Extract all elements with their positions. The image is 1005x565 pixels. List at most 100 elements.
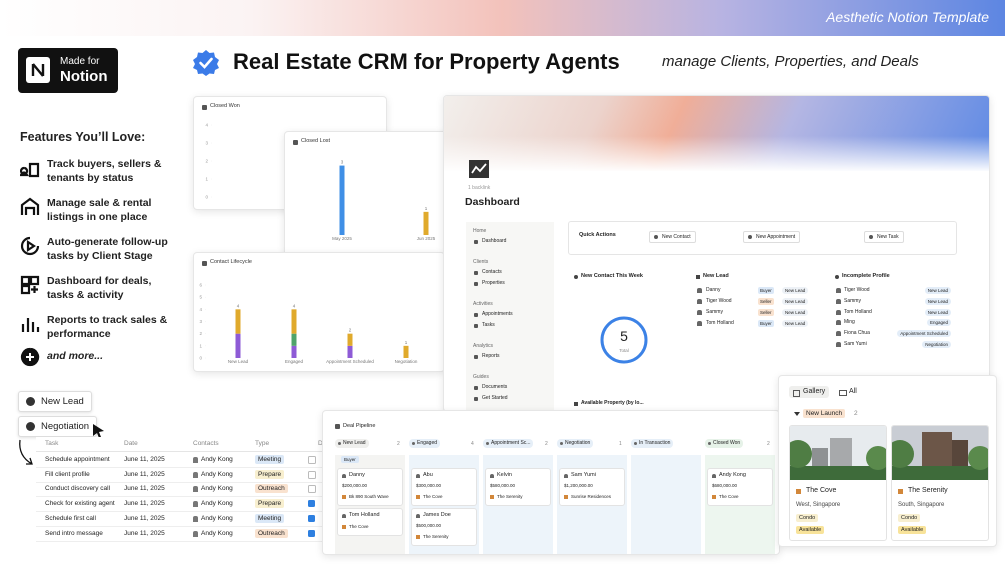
table-header: Type xyxy=(255,440,270,447)
bar-segment xyxy=(235,333,241,358)
page-subtitle: manage Clients, Properties, and Deals xyxy=(662,53,919,70)
person-icon xyxy=(712,474,716,478)
new-contact-unit: Total xyxy=(619,348,629,353)
task-date: June 11, 2025 xyxy=(124,485,165,493)
bar-segment xyxy=(291,345,297,358)
row-rule xyxy=(36,511,326,513)
filter-button[interactable]: New Lead xyxy=(18,391,92,412)
person-icon xyxy=(697,288,702,293)
checkbox-checked xyxy=(308,514,315,522)
deal-card: Danny $200,000.00 Bk 890 South Wave xyxy=(337,468,403,506)
lead-name: Tiger Wood xyxy=(706,298,732,304)
column-name: Appointment Sc... xyxy=(491,440,531,446)
value-label: 1 xyxy=(405,340,408,345)
chart-title: Closed Won xyxy=(210,103,240,109)
deal-card: Sam Yumi $1,200,000.00 Sunrise Residences xyxy=(559,468,625,506)
contact-icon xyxy=(193,530,198,537)
nav-icon xyxy=(474,270,478,275)
chart-card: Contact Lifecycle 0 1 2 3 4 5 6 New Lead 4 Engaged… xyxy=(193,252,445,372)
checkbox-checked xyxy=(308,500,315,508)
property-icon xyxy=(416,495,420,499)
lead-role: Buyer xyxy=(758,320,774,327)
column-header: New Lead xyxy=(335,439,369,448)
new-contact-count: 5 xyxy=(620,328,628,344)
nav-item: Reports xyxy=(482,353,500,359)
page-title: Real Estate CRM for Property Agents xyxy=(233,49,620,74)
person-icon xyxy=(697,321,702,326)
incomplete-status: New Lead xyxy=(924,297,951,305)
task-name: Conduct discovery call xyxy=(45,485,111,493)
nav-heading: Home xyxy=(473,228,487,234)
bar-segment xyxy=(347,333,353,346)
quick-action-button[interactable]: New Contact xyxy=(649,231,696,243)
quick-action-button[interactable]: New Appointment xyxy=(743,231,801,243)
incomplete-name: Sammy xyxy=(844,297,861,304)
incomplete-name: Tom Holland xyxy=(844,308,872,315)
group-tag: Buyer xyxy=(341,456,359,463)
value-label: 2 xyxy=(349,328,352,333)
quick-action-button[interactable]: New Task xyxy=(864,231,904,243)
value-label: 4 xyxy=(293,303,296,308)
lead-status: New Lead xyxy=(782,298,809,305)
table-header: Date xyxy=(124,440,138,447)
deal-price: $500,000.00 xyxy=(416,523,442,528)
arrow-line xyxy=(19,439,33,465)
filter-button[interactable]: Negotiation xyxy=(18,416,98,437)
contact-icon xyxy=(193,486,198,493)
person-icon xyxy=(836,288,841,293)
feature-glyph xyxy=(21,318,40,332)
deal-card: Tom Holland The Cove xyxy=(337,508,403,536)
deal-property: The Serenity xyxy=(497,494,523,499)
task-name: Schedule first call xyxy=(45,514,96,522)
deal-name: James Doe xyxy=(423,512,451,518)
table-header: Task xyxy=(45,440,59,447)
property-icon xyxy=(796,489,801,494)
feature-icon xyxy=(20,162,40,178)
nav-heading: Analytics xyxy=(473,343,494,349)
y-tick-label: 4 xyxy=(199,307,202,312)
x-tick-label: New Lead xyxy=(228,359,249,364)
bar-segment xyxy=(291,333,297,346)
x-tick-label: Appointment Scheduled xyxy=(326,359,374,364)
nav-icon xyxy=(474,354,478,359)
sidebar: Home Dashboard Clients Contacts Properties Ac… xyxy=(466,222,554,411)
tree xyxy=(892,440,914,468)
column-header: Appointment Sc... xyxy=(483,439,534,448)
task-name: Send intro message xyxy=(45,529,103,537)
feature-text: Manage sale & rental listings in one pla… xyxy=(47,197,152,223)
bar-segment xyxy=(347,345,353,358)
property-image xyxy=(790,426,886,480)
column-count: 4 xyxy=(471,441,474,447)
table-header: Contacts xyxy=(193,440,219,447)
property-type: Condo xyxy=(796,514,819,522)
task-type: Outreach xyxy=(255,484,288,494)
deal-pipeline: Deal Pipeline New Lead 2 Danny $200,000.00 Bk… xyxy=(322,410,780,555)
nav-icon xyxy=(474,385,478,390)
ring-track xyxy=(600,316,648,364)
row-rule xyxy=(36,496,326,498)
nav-icon xyxy=(474,281,478,286)
section-icon xyxy=(835,275,839,279)
chart: May 2025 3 Jun 2025 1 xyxy=(332,160,436,241)
property-location: South, Singapore xyxy=(898,502,945,508)
button-icon xyxy=(654,235,658,239)
person-icon xyxy=(490,474,494,478)
person-icon xyxy=(836,320,841,326)
contact-icon xyxy=(193,501,198,508)
incomplete-status: Appointment Scheduled xyxy=(897,330,951,338)
trees xyxy=(892,466,988,480)
verified-badge xyxy=(193,50,219,76)
column-name: Closed Won xyxy=(713,440,741,446)
deal-name: Tom Holland xyxy=(349,512,380,518)
chart-title: Closed Lost xyxy=(301,138,331,144)
column-dot xyxy=(338,442,341,445)
lead-status: New Lead xyxy=(782,287,809,294)
deal-price: $300,000.00 xyxy=(416,483,442,488)
person-icon xyxy=(697,310,702,315)
deal-price: $580,000.00 xyxy=(490,483,516,488)
cover-fade xyxy=(444,136,989,172)
property-icon xyxy=(898,489,903,494)
property-title: The Serenity xyxy=(908,487,948,494)
checkbox xyxy=(308,456,316,464)
deal-price: $1,200,000.00 xyxy=(564,483,593,488)
